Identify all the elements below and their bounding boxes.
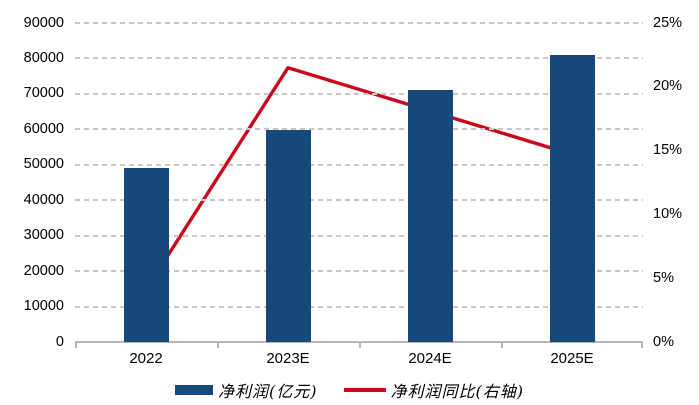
legend-item-net-profit: 净利润(亿元) xyxy=(175,378,318,402)
gridline xyxy=(75,163,643,166)
gridline xyxy=(75,22,643,24)
y-axis-label: 0 xyxy=(55,333,64,350)
gridline xyxy=(75,57,643,60)
bar-2023E xyxy=(265,130,311,342)
legend-label-yoy: 净利润同比(右轴) xyxy=(390,382,524,401)
y-axis-label: 50000 xyxy=(23,156,64,173)
y-axis-label: 70000 xyxy=(23,85,64,102)
axis-tick xyxy=(501,343,503,348)
axis-tick xyxy=(75,343,77,348)
legend: 净利润(亿元) 净利润同比(右轴) xyxy=(0,378,699,402)
gridline xyxy=(75,234,643,237)
plot-area xyxy=(75,22,643,348)
line-swatch-icon xyxy=(343,388,386,392)
right-axis-label: 5% xyxy=(653,269,674,286)
axis-tick xyxy=(359,343,361,348)
right-axis-label: 20% xyxy=(653,78,683,95)
bar-2022 xyxy=(123,168,169,342)
y-axis-label: 80000 xyxy=(23,49,64,66)
legend-item-yoy: 净利润同比(右轴) xyxy=(343,378,525,402)
yoy-line xyxy=(144,66,574,292)
right-axis-label: 25% xyxy=(653,14,683,31)
bar-2025E xyxy=(549,54,595,342)
axis-tick xyxy=(641,343,643,348)
gridline xyxy=(75,305,643,308)
x-axis-label-2025E: 2025E xyxy=(550,350,594,367)
gridline xyxy=(75,128,643,131)
y-axis-label: 60000 xyxy=(23,120,64,137)
bar-swatch-icon xyxy=(175,385,213,395)
yoy-line-chart xyxy=(144,66,574,292)
gridline xyxy=(75,92,643,95)
right-axis-label: 15% xyxy=(653,142,683,159)
y-axis-label: 40000 xyxy=(23,191,64,208)
x-axis-label-2024E: 2024E xyxy=(408,350,452,367)
bar-2024E xyxy=(407,90,453,342)
y-axis-label: 10000 xyxy=(23,298,64,315)
gridline xyxy=(75,270,643,273)
y-axis-label: 30000 xyxy=(23,227,64,244)
y-axis-label: 90000 xyxy=(23,14,64,31)
y-axis-label: 20000 xyxy=(23,262,64,279)
x-axis-label-2023E: 2023E xyxy=(266,350,310,367)
gridline xyxy=(75,199,643,202)
right-axis-label: 0% xyxy=(653,333,674,350)
x-axis-line xyxy=(75,341,643,343)
axis-tick xyxy=(217,343,219,348)
right-axis-label: 10% xyxy=(653,205,683,222)
x-axis-label-2022: 2022 xyxy=(129,350,163,367)
legend-label-net-profit: 净利润(亿元) xyxy=(218,382,318,401)
